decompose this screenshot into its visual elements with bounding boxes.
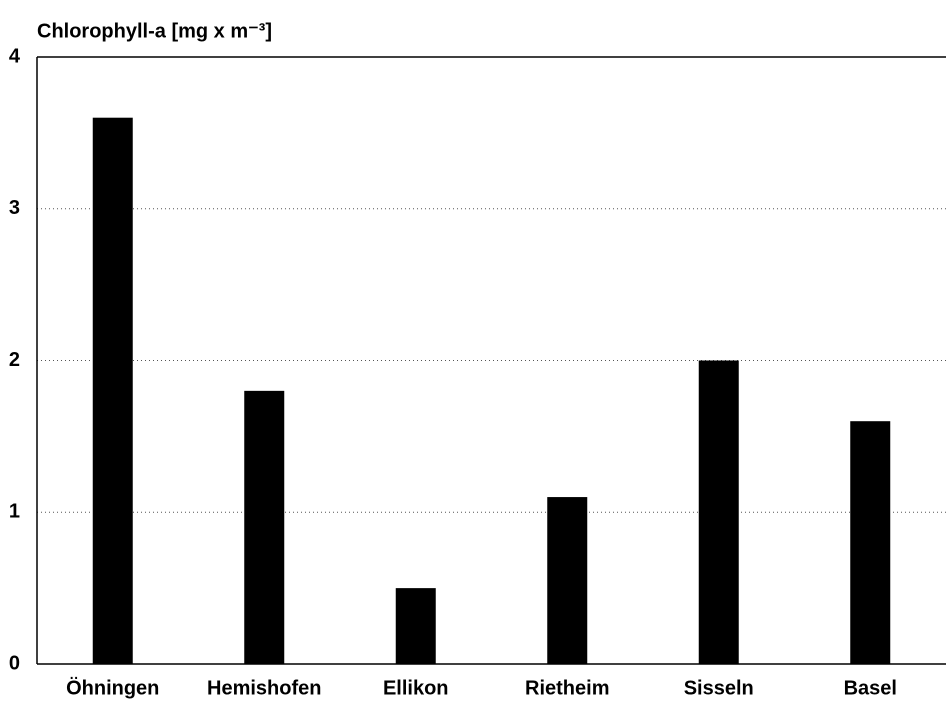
bar	[547, 497, 588, 664]
y-tick-label: 2	[9, 349, 20, 371]
bar	[698, 360, 739, 664]
bar	[92, 117, 133, 664]
y-tick-label: 3	[9, 197, 20, 219]
x-tick-label: Hemishofen	[207, 677, 321, 699]
bar	[395, 588, 436, 664]
x-tick-label: Sisseln	[684, 677, 754, 699]
bar	[244, 390, 285, 664]
y-tick-label: 0	[9, 652, 20, 674]
y-tick-label: 4	[9, 45, 21, 67]
x-tick-label: Rietheim	[525, 677, 609, 699]
x-tick-label: Öhningen	[66, 676, 159, 699]
x-tick-label: Ellikon	[383, 677, 449, 699]
chart-title: Chlorophyll-a [mg x m⁻³]	[37, 20, 272, 42]
x-tick-label: Basel	[844, 677, 897, 699]
bar	[850, 421, 891, 664]
y-tick-label: 1	[9, 501, 20, 523]
